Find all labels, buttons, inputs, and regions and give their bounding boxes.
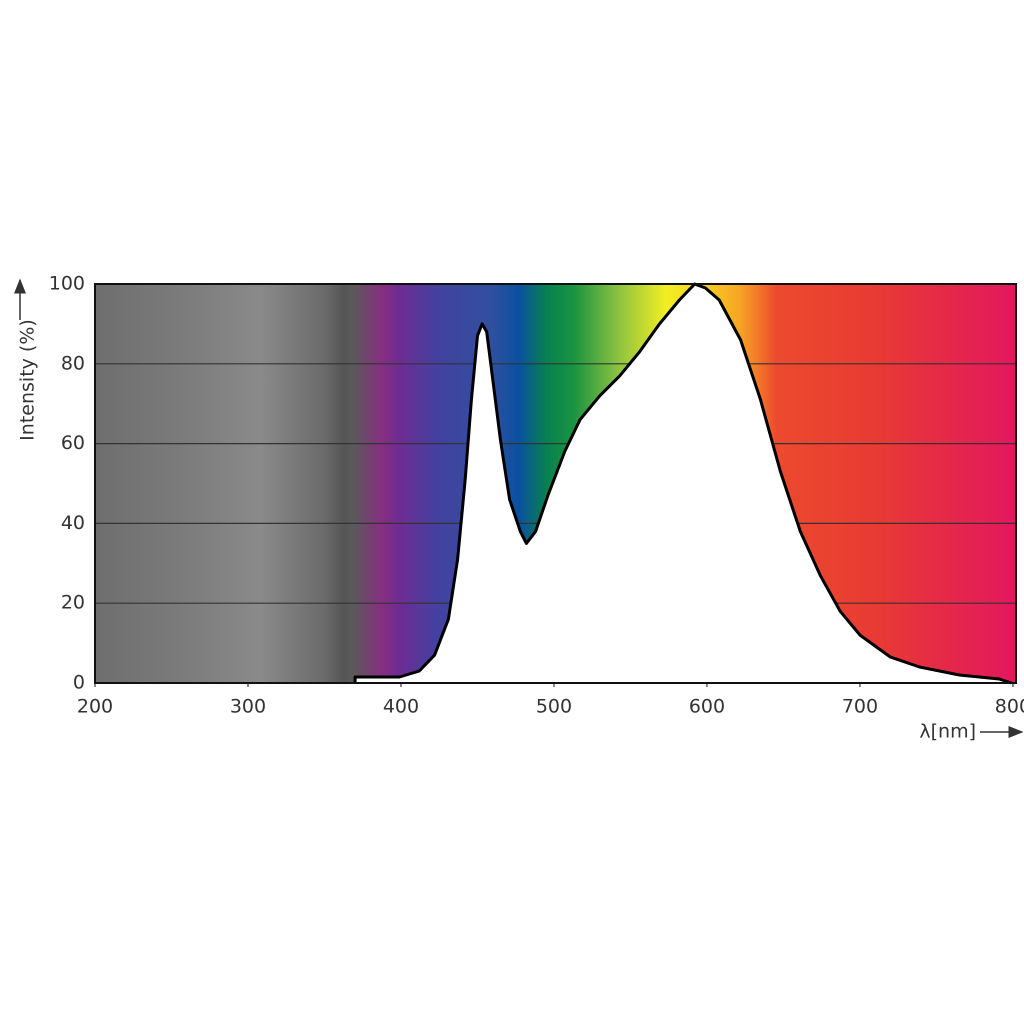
x-tick-label: 700 — [842, 696, 878, 718]
x-tick-label: 300 — [230, 696, 266, 718]
area-fill — [355, 284, 1012, 683]
plot-border — [94, 283, 1017, 684]
x-tick-label: 500 — [536, 696, 572, 718]
y-tick-label: 60 — [61, 432, 85, 454]
x-axis-label: λ[nm] — [919, 721, 976, 743]
x-tick-label: 800 — [995, 696, 1024, 718]
line — [353, 282, 1012, 685]
y-tick-label: 40 — [61, 512, 85, 534]
x-tick-label: 200 — [77, 696, 113, 718]
x-tick-label: 600 — [689, 696, 725, 718]
y-tick-label: 100 — [49, 273, 85, 295]
y-tick-label: 80 — [61, 352, 85, 374]
y-axis-label: Intensity (%) — [17, 319, 39, 441]
x-tick-label: 400 — [383, 696, 419, 718]
y-tick-label: 0 — [73, 672, 85, 694]
y-tick-label: 20 — [61, 592, 85, 614]
